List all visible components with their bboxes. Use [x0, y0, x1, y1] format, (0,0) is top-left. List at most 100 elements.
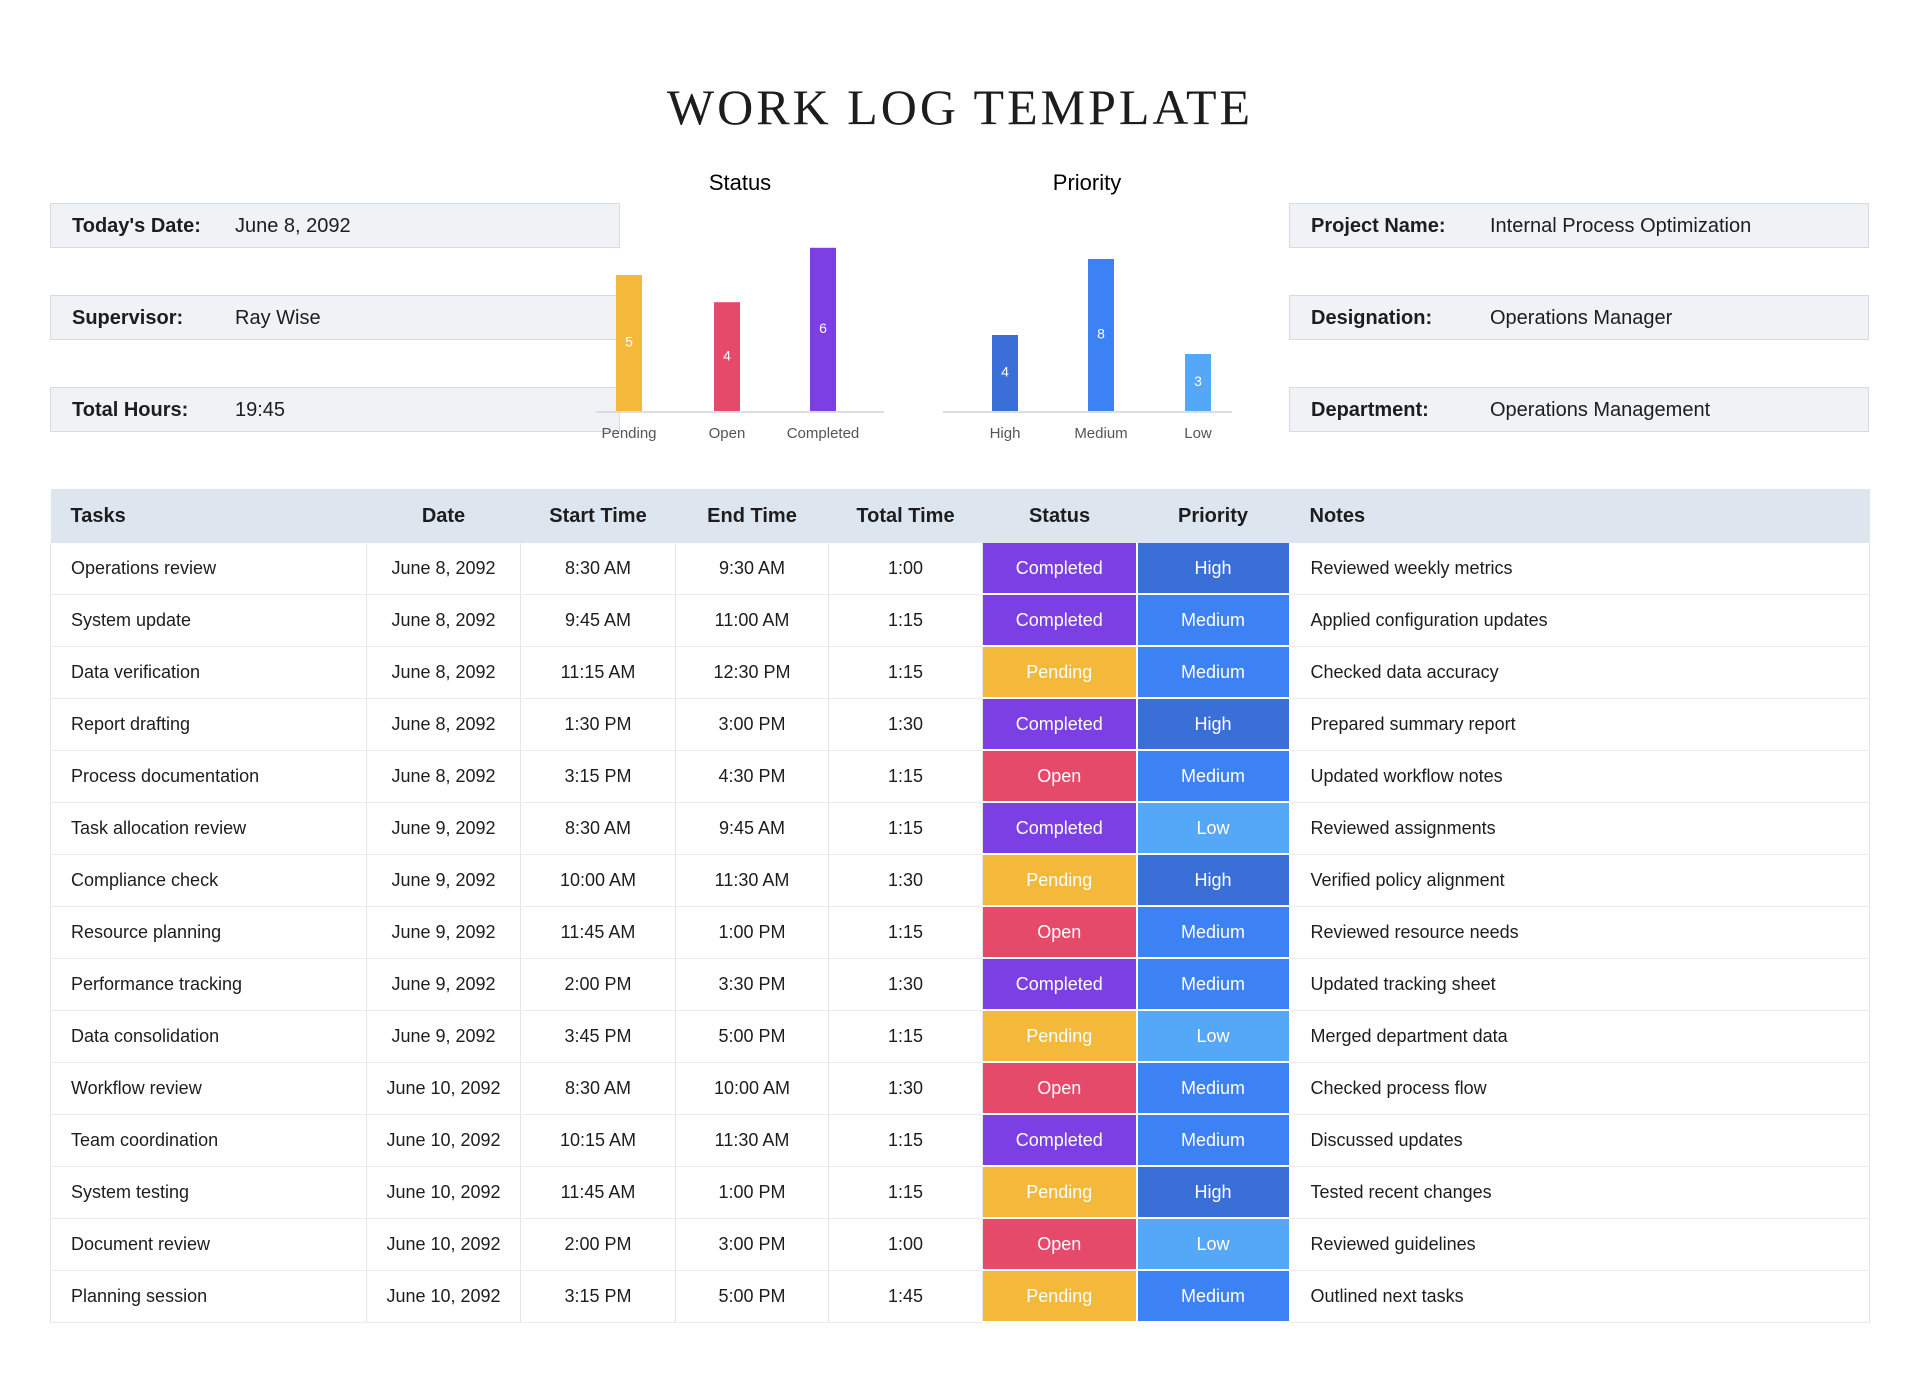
category-label: Medium: [1074, 425, 1127, 442]
column-header: Start Time: [520, 489, 676, 543]
table-cell: 1:30: [828, 854, 983, 907]
charts: Status 5 Pending 4 Open 6 Completed Priority 4 Hi…: [596, 170, 1232, 442]
table-cell: Data consolidation: [50, 1010, 367, 1063]
status-cell: Pending: [982, 646, 1138, 699]
priority-cell: Medium: [1136, 594, 1291, 647]
table-row: Team coordination June 10, 2092 10:15 AM 11…: [50, 1114, 1870, 1167]
table-row: Planning session June 10, 2092 3:15 PM 5:00…: [50, 1270, 1870, 1323]
table-cell: 11:45 AM: [520, 1166, 676, 1219]
table-cell: 10:15 AM: [520, 1114, 676, 1167]
table-cell: 11:45 AM: [520, 906, 676, 959]
field-value: Ray Wise: [235, 307, 321, 329]
table-cell: June 8, 2092: [366, 750, 521, 803]
table-cell: 1:15: [828, 1010, 983, 1063]
table-cell: Operations review: [50, 543, 367, 595]
table-cell: June 8, 2092: [366, 698, 521, 751]
table-cell: 1:00: [828, 1218, 983, 1271]
table-cell: June 8, 2092: [366, 594, 521, 647]
table-row: System update June 8, 2092 9:45 AM 11:00 AM…: [50, 594, 1870, 647]
table-cell: 1:30 PM: [520, 698, 676, 751]
table-cell: Reviewed assignments: [1289, 802, 1870, 855]
column-header: Notes: [1289, 489, 1870, 543]
table-cell: 1:15: [828, 750, 983, 803]
table-cell: June 8, 2092: [366, 646, 521, 699]
status-cell: Completed: [982, 1114, 1138, 1167]
bar-value-label: 4: [1001, 364, 1009, 380]
table-cell: Planning session: [50, 1270, 367, 1323]
table-cell: 3:00 PM: [675, 1218, 829, 1271]
table-body: Operations review June 8, 2092 8:30 AM 9:30…: [50, 543, 1870, 1323]
field-label: Project Name:: [1311, 215, 1446, 237]
table-cell: 11:15 AM: [520, 646, 676, 699]
table-cell: 11:30 AM: [675, 854, 829, 907]
status-cell: Open: [982, 750, 1138, 803]
table-cell: 2:00 PM: [520, 958, 676, 1011]
field-box: Supervisor: Ray Wise: [50, 295, 620, 340]
table-cell: Prepared summary report: [1289, 698, 1870, 751]
table-row: Operations review June 8, 2092 8:30 AM 9:30…: [50, 543, 1870, 595]
table-cell: 3:00 PM: [675, 698, 829, 751]
table-cell: Outlined next tasks: [1289, 1270, 1870, 1323]
field-box: Total Hours: 19:45: [50, 387, 620, 432]
table-cell: Compliance check: [50, 854, 367, 907]
status-cell: Pending: [982, 1270, 1138, 1323]
table-cell: 1:30: [828, 698, 983, 751]
category-label: Low: [1184, 425, 1212, 442]
table-cell: 8:30 AM: [520, 1062, 676, 1115]
field-label: Department:: [1311, 399, 1429, 421]
status-cell: Pending: [982, 854, 1138, 907]
table-cell: 4:30 PM: [675, 750, 829, 803]
table-cell: 5:00 PM: [675, 1010, 829, 1063]
table-cell: Document review: [50, 1218, 367, 1271]
category-label: High: [990, 425, 1021, 442]
table-row: Data consolidation June 9, 2092 3:45 PM 5:0…: [50, 1010, 1870, 1063]
table-cell: Workflow review: [50, 1062, 367, 1115]
table-cell: 1:15: [828, 906, 983, 959]
table-cell: June 10, 2092: [366, 1062, 521, 1115]
field-value: 19:45: [235, 399, 286, 421]
table-cell: 1:15: [828, 802, 983, 855]
table-row: Report drafting June 8, 2092 1:30 PM 3:00 P…: [50, 698, 1870, 751]
table-cell: 1:30: [828, 1062, 983, 1115]
priority-cell: Medium: [1136, 1062, 1291, 1115]
table-row: Resource planning June 9, 2092 11:45 AM 1:0…: [50, 906, 1870, 959]
table-cell: Discussed updates: [1289, 1114, 1870, 1167]
table-cell: 3:30 PM: [675, 958, 829, 1011]
status-cell: Completed: [982, 958, 1138, 1011]
field-value: Operations Management: [1490, 399, 1711, 421]
table-cell: June 10, 2092: [366, 1166, 521, 1219]
field-label: Total Hours:: [72, 399, 189, 421]
table-cell: 9:45 AM: [675, 802, 829, 855]
table-cell: 12:30 PM: [675, 646, 829, 699]
column-header: Priority: [1136, 489, 1290, 543]
table-cell: June 10, 2092: [366, 1270, 521, 1323]
table-cell: June 10, 2092: [366, 1218, 521, 1271]
status-cell: Completed: [982, 543, 1138, 595]
field-label: Supervisor:: [72, 307, 184, 329]
table-cell: Task allocation review: [50, 802, 367, 855]
status-cell: Pending: [982, 1166, 1138, 1219]
table-cell: Reviewed guidelines: [1289, 1218, 1870, 1271]
table-cell: Applied configuration updates: [1289, 594, 1870, 647]
table-cell: Team coordination: [50, 1114, 367, 1167]
table-cell: Performance tracking: [50, 958, 367, 1011]
field-value: Internal Process Optimization: [1490, 215, 1752, 237]
priority-cell: High: [1136, 854, 1291, 907]
category-label: Completed: [787, 425, 860, 442]
priority-cell: High: [1136, 543, 1291, 595]
table-row: Compliance check June 9, 2092 10:00 AM 11:3…: [50, 854, 1870, 907]
bar-value-label: 4: [723, 347, 731, 363]
priority-cell: Low: [1136, 1010, 1291, 1063]
column-header: Status: [982, 489, 1137, 543]
header-row: Tasks Date Start Time End Time Total Time Sta…: [50, 489, 1870, 543]
table-cell: 2:00 PM: [520, 1218, 676, 1271]
table-cell: System update: [50, 594, 367, 647]
status-cell: Completed: [982, 698, 1138, 751]
table-cell: 1:45: [828, 1270, 983, 1323]
table-cell: Report drafting: [50, 698, 367, 751]
bar-value-label: 5: [625, 334, 633, 350]
bar: [616, 275, 642, 411]
bar-value-label: 6: [819, 320, 827, 336]
table-cell: Resource planning: [50, 906, 367, 959]
